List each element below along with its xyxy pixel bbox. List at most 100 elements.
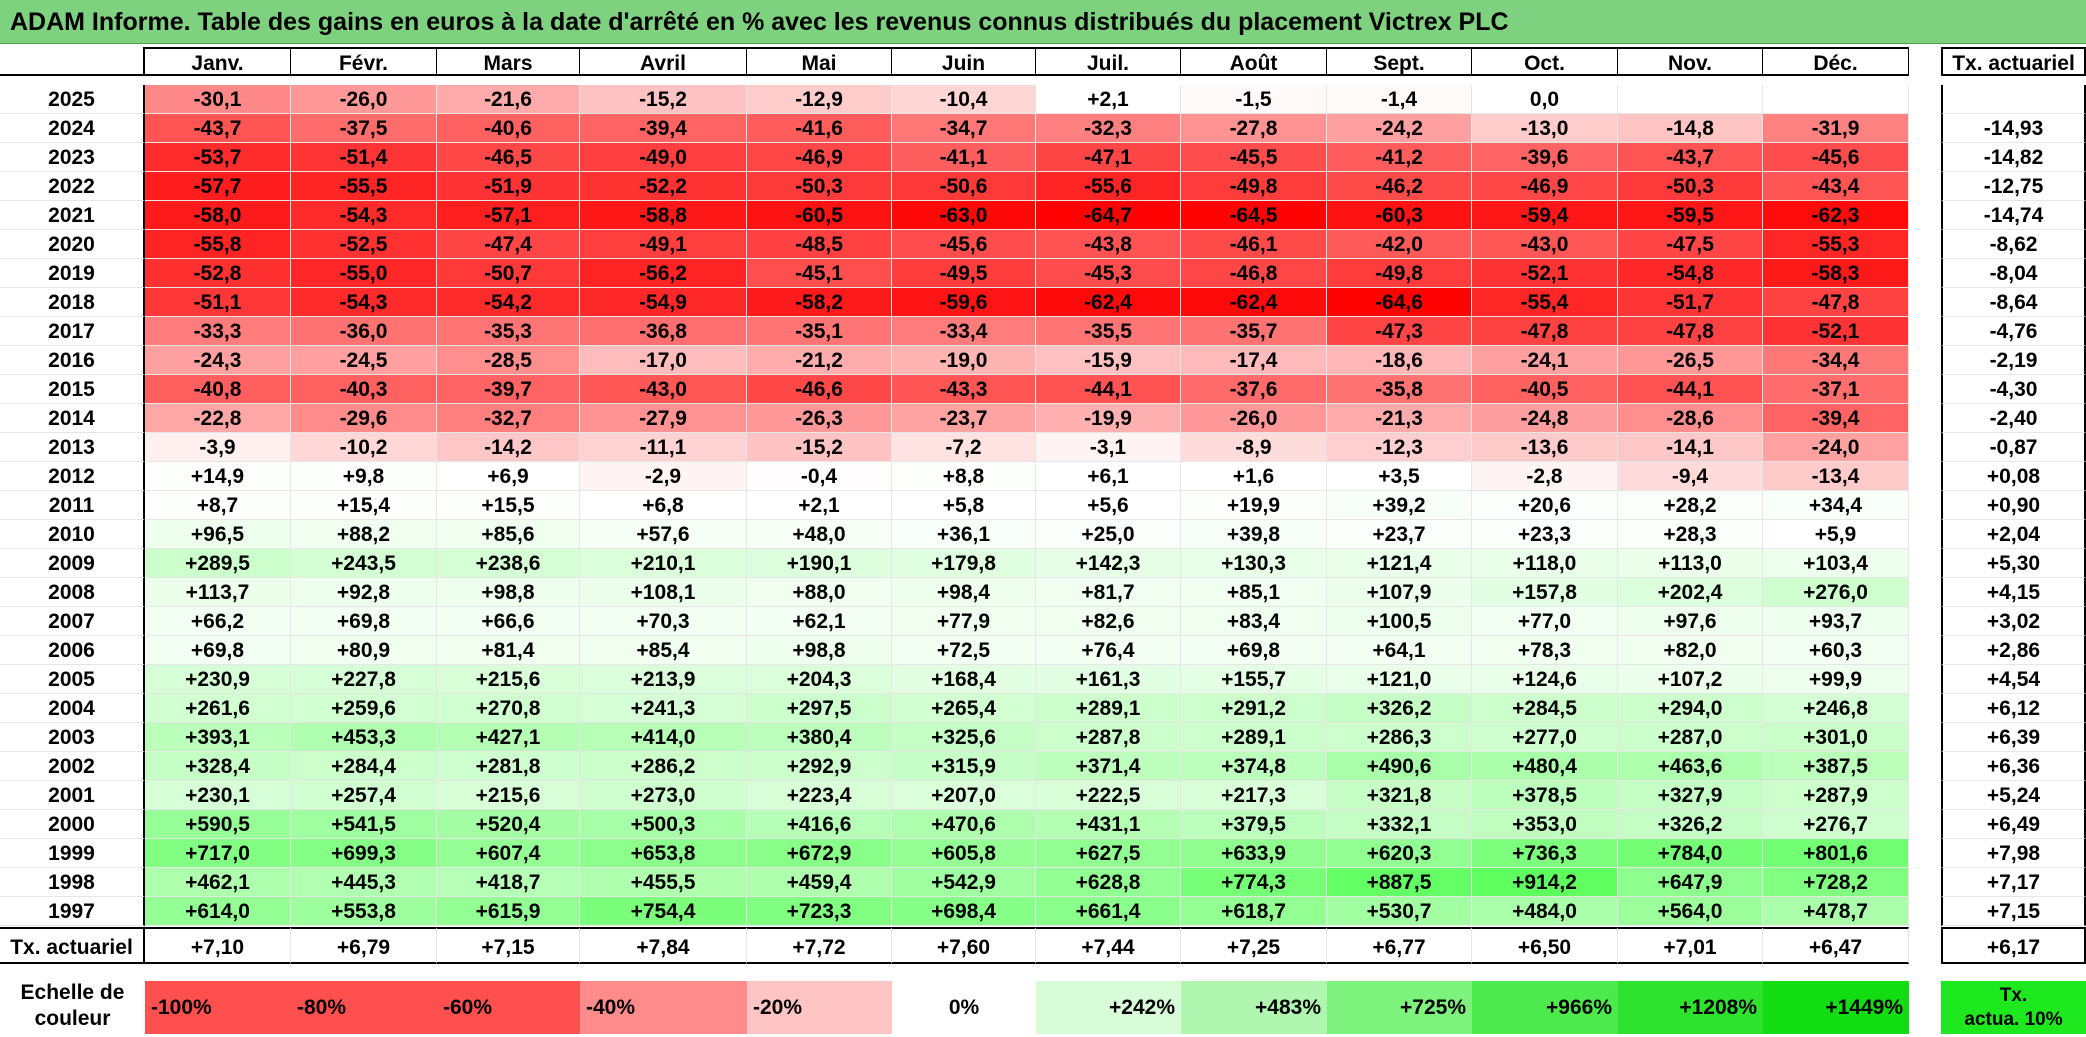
gain-cell: +261,6 (145, 694, 291, 723)
totals-cell: +7,10 (145, 927, 291, 964)
gain-cell: +281,8 (437, 752, 580, 781)
gain-cell: +98,8 (747, 636, 892, 665)
year-label: 2000 (0, 810, 145, 839)
year-label: 2007 (0, 607, 145, 636)
gain-cell: -47,8 (1763, 288, 1909, 317)
gain-cell: -62,4 (1181, 288, 1327, 317)
totals-cell: +7,44 (1036, 927, 1181, 964)
gain-cell: -24,5 (291, 346, 437, 375)
gain-cell: +108,1 (580, 578, 747, 607)
gain-cell: -26,5 (1618, 346, 1763, 375)
gain-cell: -46,5 (437, 143, 580, 172)
color-scale-swatch: +242% (1036, 981, 1181, 1034)
gain-cell: +93,7 (1763, 607, 1909, 636)
year-label: 2003 (0, 723, 145, 752)
gain-cell: -2,9 (580, 462, 747, 491)
year-label: 2009 (0, 549, 145, 578)
gain-cell: +620,3 (1327, 839, 1472, 868)
month-header: Juil. (1036, 47, 1181, 76)
tx-actuariel-cell: -2,19 (1941, 346, 2086, 375)
totals-cell: +7,25 (1181, 927, 1327, 964)
gain-cell: +230,9 (145, 665, 291, 694)
tx-actuariel-header: Tx. actuariel (1941, 47, 2086, 76)
gain-cell: -33,3 (145, 317, 291, 346)
gain-cell: +217,3 (1181, 781, 1327, 810)
gain-cell: +723,3 (747, 897, 892, 926)
gain-cell: -42,0 (1327, 230, 1472, 259)
gain-cell: -3,9 (145, 433, 291, 462)
gain-cell: -47,1 (1036, 143, 1181, 172)
color-scale-swatch: -80% (291, 981, 437, 1034)
gain-cell: +155,7 (1181, 665, 1327, 694)
gain-cell: +85,6 (437, 520, 580, 549)
year-label: 2012 (0, 462, 145, 491)
gain-cell: +8,7 (145, 491, 291, 520)
gain-cell: -52,2 (580, 172, 747, 201)
gain-cell: +107,2 (1618, 665, 1763, 694)
gain-cell: +431,1 (1036, 810, 1181, 839)
gain-cell (1618, 85, 1763, 114)
gain-cell: +887,5 (1327, 868, 1472, 897)
gain-cell: +416,6 (747, 810, 892, 839)
gain-cell: -58,8 (580, 201, 747, 230)
gain-cell: -64,5 (1181, 201, 1327, 230)
gain-cell: +72,5 (892, 636, 1036, 665)
gain-cell: -35,7 (1181, 317, 1327, 346)
year-label: 2024 (0, 114, 145, 143)
gain-cell: +98,8 (437, 578, 580, 607)
gain-cell: -47,8 (1618, 317, 1763, 346)
gain-cell: -14,2 (437, 433, 580, 462)
gain-cell: -28,6 (1618, 404, 1763, 433)
gain-cell: +241,3 (580, 694, 747, 723)
gain-cell: +297,5 (747, 694, 892, 723)
gain-cell: +273,0 (580, 781, 747, 810)
color-scale-label-line1: Echelle de (20, 981, 125, 1004)
gain-cell: 0,0 (1472, 85, 1618, 114)
gain-cell: +387,5 (1763, 752, 1909, 781)
totals-cell: +6,47 (1763, 927, 1909, 964)
gain-cell: -45,6 (1763, 143, 1909, 172)
gain-cell: +5,8 (892, 491, 1036, 520)
gain-cell: +325,6 (892, 723, 1036, 752)
year-label: 2011 (0, 491, 145, 520)
gain-cell: +113,0 (1618, 549, 1763, 578)
gain-cell: -15,9 (1036, 346, 1181, 375)
year-label: 2020 (0, 230, 145, 259)
gain-cell: +80,9 (291, 636, 437, 665)
gain-cell: +142,3 (1036, 549, 1181, 578)
tx-actuariel-cell: +0,08 (1941, 462, 2086, 491)
gain-cell: +98,4 (892, 578, 1036, 607)
gain-cell: +77,0 (1472, 607, 1618, 636)
gain-cell: +462,1 (145, 868, 291, 897)
gain-cell: -27,9 (580, 404, 747, 433)
gain-cell: -43,7 (1618, 143, 1763, 172)
gain-cell: +19,9 (1181, 491, 1327, 520)
totals-cell: +6,79 (291, 927, 437, 964)
year-label: 2016 (0, 346, 145, 375)
gain-cell: +728,2 (1763, 868, 1909, 897)
tx-actuariel-cell: +6,12 (1941, 694, 2086, 723)
gain-cell: -13,0 (1472, 114, 1618, 143)
year-label: 2005 (0, 665, 145, 694)
gain-cell: +418,7 (437, 868, 580, 897)
gain-cell: +445,3 (291, 868, 437, 897)
gain-cell: +15,5 (437, 491, 580, 520)
gain-cell: +157,8 (1472, 578, 1618, 607)
gain-cell: +289,1 (1181, 723, 1327, 752)
gain-cell: -13,4 (1763, 462, 1909, 491)
tx-actuariel-cell: +6,49 (1941, 810, 2086, 839)
month-header: Déc. (1763, 47, 1909, 76)
gain-cell: -45,1 (747, 259, 892, 288)
gain-cell: +83,4 (1181, 607, 1327, 636)
gain-cell: +699,3 (291, 839, 437, 868)
year-label: 2001 (0, 781, 145, 810)
gain-cell: +353,0 (1472, 810, 1618, 839)
gain-cell: -56,2 (580, 259, 747, 288)
gain-cell: -41,2 (1327, 143, 1472, 172)
gain-cell: +62,1 (747, 607, 892, 636)
color-scale-label: Echelle de couleur (0, 980, 145, 1032)
tx-actuariel-cell: +4,15 (1941, 578, 2086, 607)
gain-cell: -23,7 (892, 404, 1036, 433)
gain-cell: -10,4 (892, 85, 1036, 114)
tx-actuariel-cell: -14,74 (1941, 201, 2086, 230)
